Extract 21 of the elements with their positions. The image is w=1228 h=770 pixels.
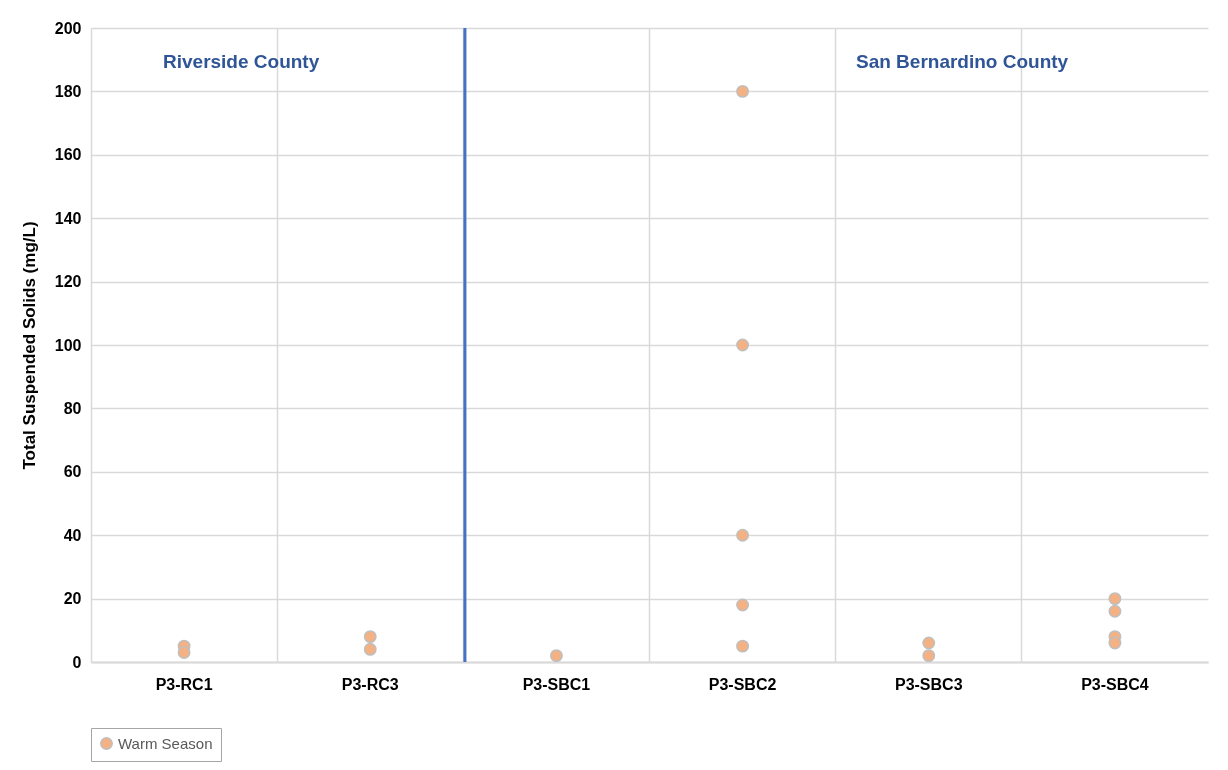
y-tick-label: 80: [63, 399, 82, 417]
x-tick-label: P3-SBC3: [894, 675, 963, 693]
y-tick-label: 40: [63, 526, 82, 544]
x-tick-label: P3-SBC1: [522, 675, 591, 693]
x-tick-label: P3-SBC2: [708, 675, 777, 693]
y-tick-label: 0: [72, 653, 82, 671]
y-axis-title: Total Suspended Solids (mg/L): [19, 221, 39, 470]
y-tick-label: 100: [54, 336, 82, 354]
y-tick-label: 20: [63, 590, 82, 608]
y-tick-label: 140: [54, 209, 82, 227]
x-tick-label: P3-RC1: [155, 675, 213, 693]
x-tick-label: P3-RC3: [341, 675, 399, 693]
legend-label: Warm Season: [118, 734, 213, 752]
y-tick-label: 200: [54, 19, 82, 37]
annotation: Riverside County: [163, 51, 320, 72]
y-tick-label: 160: [54, 146, 82, 164]
annotation: San Bernardino County: [856, 51, 1069, 72]
y-tick-label: 180: [54, 82, 82, 100]
y-tick-label: 60: [63, 463, 82, 481]
y-tick-label: 120: [54, 273, 82, 291]
x-tick-label: P3-SBC4: [1081, 675, 1149, 693]
